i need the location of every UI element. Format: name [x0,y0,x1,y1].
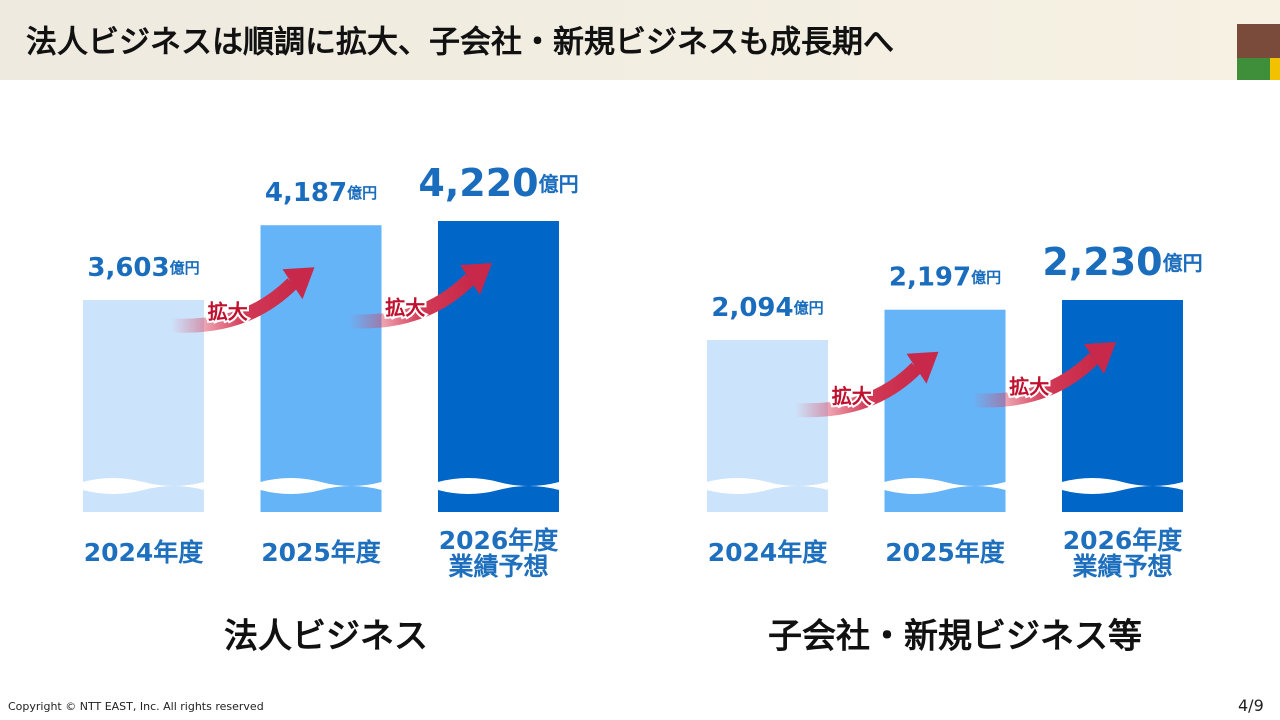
value-number: 4,220 [418,161,538,205]
growth-arrow [170,278,298,333]
annotation: 拡大 [385,296,425,320]
bar [438,221,559,512]
arrow-head [906,351,939,384]
growth-arrow [972,352,1099,408]
value-label: 2,230億円 [1042,240,1202,284]
growth-arrow [794,362,922,418]
x-tick-label: 2026年度 業績予想 [438,526,559,581]
value-number: 2,094 [711,293,793,323]
axis-break [438,478,559,494]
annotation: 拡大 [832,384,872,408]
arrow-head [460,263,492,295]
axis-break [884,478,1006,494]
value-label: 4,220億円 [418,161,578,205]
slide-title: 法人ビジネスは順調に拡大、子会社・新規ビジネスも成長期へ [26,25,894,61]
axis-break [260,478,382,494]
accent-yellow [1270,58,1280,80]
accent-brown [1237,24,1280,58]
value-unit: 億円 [971,268,1001,286]
chart-title: 子会社・新規ビジネス等 [768,617,1142,657]
arrow-head [282,267,315,300]
header-band [0,0,1280,80]
value-unit: 億円 [794,299,824,317]
value-number: 2,197 [889,262,971,292]
x-tick-label: 2024年度 [707,538,828,567]
value-label: 3,603億円 [87,253,199,283]
value-number: 3,603 [87,253,169,283]
chart-title: 法人ビジネス [224,617,428,657]
bar [1062,300,1183,512]
axis-break [83,478,204,494]
bar [83,300,204,512]
x-tick-label: 2025年度 [261,538,381,567]
x-tick-label: 2024年度 [83,538,204,567]
value-label: 2,094億円 [711,293,823,323]
annotation: 拡大 [1009,375,1049,399]
value-label: 2,197億円 [889,262,1001,292]
value-unit: 億円 [170,259,200,277]
annotation: 拡大 [208,300,248,324]
arrow-head [1084,342,1116,374]
value-unit: 億円 [539,172,579,196]
growth-arrow [348,273,475,329]
copyright: Copyright © NTT EAST, Inc. All rights re… [8,700,264,713]
axis-break [1062,478,1183,494]
axis-break [707,478,828,494]
value-label: 4,187億円 [265,178,377,208]
value-unit: 億円 [347,184,377,202]
value-unit: 億円 [1163,251,1203,275]
accent-green [1237,58,1280,80]
bar [260,225,382,512]
bar [884,309,1006,512]
x-tick-label: 2025年度 [885,538,1005,567]
value-number: 4,187 [265,178,347,208]
page-number: 4/9 [1238,696,1264,715]
x-tick-label: 2026年度 業績予想 [1062,526,1183,581]
value-number: 2,230 [1042,240,1162,284]
